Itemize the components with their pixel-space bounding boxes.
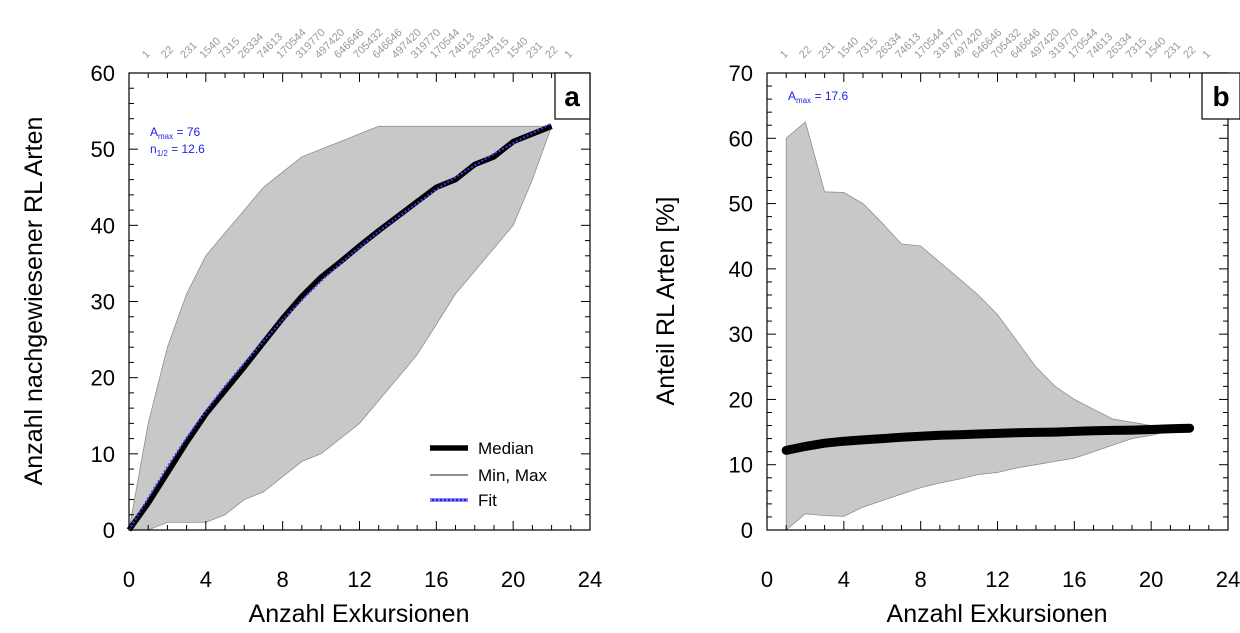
panel-b-x-tick-label: 16 [1062, 567, 1086, 592]
panel-a-top-tick-label: 1540 [505, 35, 531, 61]
panel-b-y-tick-label: 70 [729, 61, 753, 86]
panel-a-x-tick-label: 4 [200, 567, 212, 592]
panel-a-y-tick-label: 0 [103, 518, 115, 543]
panel-a-top-tick-label: 1540 [197, 35, 223, 61]
panel-a-ylabel: Anzahl nachgewiesener RL Arten [20, 117, 48, 486]
panel-b-top-axis: 1 22 2311540731526334746131705443197704974… [778, 27, 1213, 62]
panel-b-top-tick-label: 22 [1181, 44, 1198, 61]
panel-a-top-tick-label: 22 [543, 44, 560, 61]
panel-b-top-tick-label: 1 [1200, 48, 1213, 61]
panel-b-y-tick-label: 50 [729, 192, 753, 217]
panel-b-top-tick-label: 7315 [855, 35, 881, 61]
panel-a-annotation-amax: Amax = 76 [150, 125, 200, 141]
panel-a-ticks [128, 72, 591, 531]
panel-b-y-tick-label: 0 [741, 518, 753, 543]
panel-b-top-tick-label: 1540 [835, 35, 861, 61]
panel-b-annotation-amax: Amax = 17.6 [788, 89, 848, 105]
legend-minmax-label: Min, Max [478, 466, 547, 485]
panel-b-x-tick-label: 4 [838, 567, 850, 592]
panel-b-y-tick-label: 20 [729, 387, 753, 412]
panel-a-y-tick-label: 20 [91, 366, 115, 391]
panel-b-xlabel: Anzahl Exkursionen [887, 600, 1108, 628]
panel-b-x-tick-label: 20 [1139, 567, 1163, 592]
panel-b-top-tick-label: 1 [778, 48, 791, 61]
panel-b-x-tick-label: 24 [1216, 567, 1240, 592]
panel-b-y-tick-label: 30 [729, 322, 753, 347]
panel-a-x-tick-label: 8 [277, 567, 289, 592]
panel-a-tick-labels: 0 4 8 12 16 20 24 0 10 20 30 40 50 60 [91, 61, 603, 592]
panel-a-top-tick-label: 7315 [217, 35, 243, 61]
panel-a-y-tick-label: 40 [91, 213, 115, 238]
panel-b-tick-labels: 0 4 8 12 16 20 24 0 10 20 30 40 50 60 70 [729, 61, 1240, 592]
panel-a-y-tick-label: 60 [91, 61, 115, 86]
panel-b-x-tick-label: 12 [985, 567, 1009, 592]
panel-b-top-tick-label: 22 [797, 44, 814, 61]
panel-b-y-tick-label: 10 [729, 453, 753, 478]
panel-b-top-tick-label: 231 [816, 40, 837, 61]
panel-a-legend: Median Min, Max Fit [430, 439, 547, 510]
panel-a-letter: a [564, 81, 580, 112]
panel-a-letter-box: a [554, 72, 591, 120]
panel-a-x-tick-label: 0 [123, 567, 135, 592]
panel-a-y-tick-label: 10 [91, 442, 115, 467]
panel-a-median-line [126, 123, 553, 532]
panel-b-min-max-band [785, 121, 1190, 531]
legend-fit-label: Fit [478, 491, 497, 510]
panel-a-frame [128, 72, 591, 531]
panel-b-letter-box: b [1201, 72, 1240, 120]
panel-a-top-tick-label: 1 [562, 48, 575, 61]
panel-b-top-tick-label: 1540 [1143, 35, 1169, 61]
panel-b-median-line [781, 423, 1195, 455]
panel-a-x-tick-label: 16 [424, 567, 448, 592]
panel-a-x-tick-label: 12 [347, 567, 371, 592]
panel-b-x-tick-label: 0 [761, 567, 773, 592]
legend-median-label: Median [478, 439, 534, 458]
panel-b-ylabel: Anteil RL Arten [%] [652, 197, 680, 406]
panel-a-y-tick-label: 50 [91, 137, 115, 162]
panel-a-fit-line [128, 122, 553, 531]
panel-b-y-tick-label: 60 [729, 126, 753, 151]
panel-a-top-tick-label: 231 [178, 40, 199, 61]
panel-a-y-tick-label: 30 [91, 290, 115, 315]
panel-b-frame [766, 72, 1229, 531]
panel-a-top-tick-label: 1 [140, 48, 153, 61]
panel-a-top-axis: 1 22 2311540731526334746131705443197704974… [140, 27, 575, 62]
panel-a-annotation-n-half: n1/2 = 12.6 [150, 142, 205, 158]
panel-a-xlabel: Anzahl Exkursionen [249, 600, 470, 628]
panel-a-top-tick-label: 22 [159, 44, 176, 61]
panel-a-x-tick-label: 20 [501, 567, 525, 592]
panel-b-letter: b [1212, 81, 1229, 112]
panel-a-x-tick-label: 24 [578, 567, 602, 592]
panel-b-y-tick-label: 40 [729, 257, 753, 282]
panel-b-x-tick-label: 8 [915, 567, 927, 592]
